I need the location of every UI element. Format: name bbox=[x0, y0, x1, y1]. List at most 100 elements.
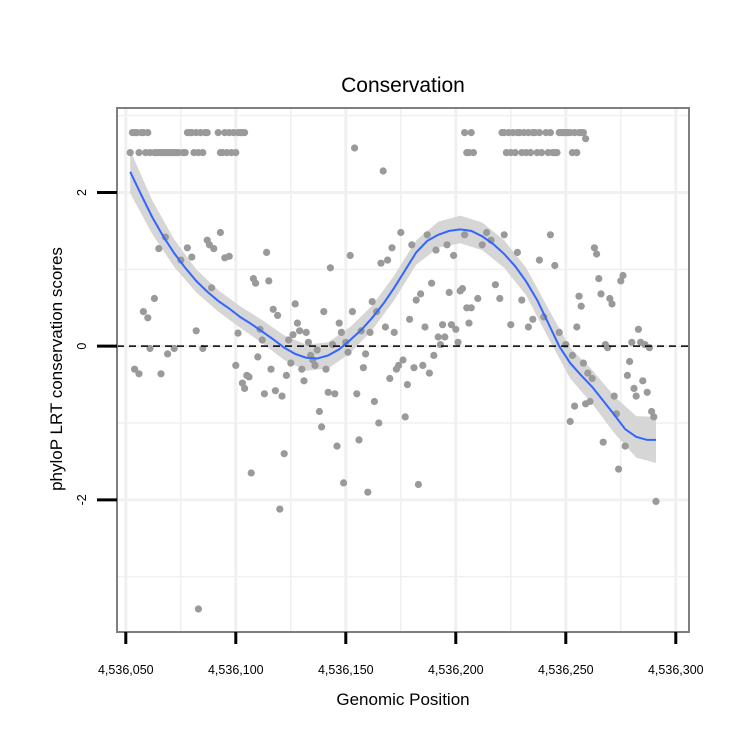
data-point bbox=[364, 488, 372, 496]
data-point bbox=[445, 288, 453, 296]
data-point bbox=[588, 374, 596, 383]
data-point bbox=[568, 351, 577, 359]
data-point bbox=[320, 308, 328, 316]
data-point bbox=[384, 256, 392, 264]
data-point bbox=[628, 338, 636, 346]
data-point bbox=[135, 149, 143, 157]
data-point bbox=[370, 397, 378, 406]
data-point bbox=[450, 251, 458, 260]
data-point bbox=[577, 302, 585, 310]
confidence-band-layer bbox=[130, 150, 656, 464]
data-point bbox=[164, 350, 172, 358]
x-tick-label: 4,536,150 bbox=[318, 663, 374, 677]
data-point bbox=[474, 294, 482, 303]
data-point bbox=[300, 377, 308, 385]
data-point bbox=[652, 497, 660, 505]
data-point bbox=[634, 325, 643, 333]
data-point bbox=[619, 271, 627, 280]
data-point bbox=[254, 353, 262, 361]
data-point bbox=[359, 364, 367, 372]
data-point bbox=[606, 294, 614, 303]
data-point bbox=[417, 290, 425, 298]
data-point bbox=[436, 341, 444, 349]
data-point bbox=[434, 333, 442, 341]
data-point bbox=[639, 377, 647, 385]
data-point bbox=[412, 296, 420, 304]
scatter-points-layer bbox=[126, 129, 660, 613]
data-point bbox=[395, 361, 403, 369]
data-point bbox=[610, 392, 618, 400]
data-point bbox=[324, 388, 332, 396]
data-point bbox=[241, 129, 249, 137]
data-point bbox=[621, 442, 629, 450]
data-point bbox=[571, 402, 579, 410]
data-point bbox=[214, 129, 222, 137]
data-point bbox=[535, 256, 544, 264]
data-point bbox=[199, 149, 207, 157]
data-point bbox=[344, 348, 352, 356]
data-point bbox=[414, 480, 422, 489]
data-point bbox=[289, 331, 297, 339]
data-point bbox=[188, 253, 196, 261]
data-point bbox=[280, 450, 288, 458]
data-point bbox=[313, 346, 321, 354]
data-point bbox=[439, 321, 447, 329]
data-point bbox=[322, 365, 330, 373]
data-point bbox=[282, 371, 290, 379]
data-point bbox=[210, 245, 218, 253]
data-point bbox=[225, 252, 233, 260]
data-point bbox=[311, 361, 319, 369]
data-point bbox=[353, 390, 361, 398]
data-point bbox=[441, 333, 449, 341]
data-point bbox=[593, 250, 601, 258]
data-point bbox=[483, 228, 491, 237]
data-point bbox=[315, 407, 323, 416]
data-point bbox=[331, 390, 339, 398]
data-point bbox=[555, 328, 563, 336]
grid-lines bbox=[117, 108, 689, 632]
data-point bbox=[518, 296, 526, 304]
plot-panel-border bbox=[116, 107, 690, 633]
data-point bbox=[648, 407, 656, 416]
data-point bbox=[599, 438, 607, 446]
data-point bbox=[157, 370, 165, 378]
data-point bbox=[617, 277, 625, 285]
data-point bbox=[529, 315, 537, 323]
data-point bbox=[208, 284, 216, 292]
data-point bbox=[267, 365, 275, 373]
data-point bbox=[335, 319, 343, 327]
data-point bbox=[573, 323, 581, 331]
data-point bbox=[304, 338, 312, 346]
smooth-trend-line bbox=[129, 171, 656, 441]
data-point bbox=[194, 605, 202, 613]
data-point bbox=[271, 387, 279, 395]
x-tick-label: 4,536,300 bbox=[648, 663, 704, 677]
data-point bbox=[645, 344, 654, 352]
data-point bbox=[379, 167, 387, 175]
data-point bbox=[496, 294, 504, 303]
data-point bbox=[465, 319, 473, 327]
data-point bbox=[575, 292, 583, 300]
chart-title: Conservation bbox=[341, 74, 465, 97]
data-point bbox=[432, 246, 440, 254]
data-point bbox=[203, 129, 211, 137]
data-point bbox=[337, 328, 345, 336]
data-point bbox=[247, 469, 255, 477]
data-point bbox=[232, 361, 240, 369]
data-point bbox=[507, 321, 515, 329]
data-point bbox=[298, 365, 306, 373]
data-point bbox=[366, 328, 374, 336]
data-point bbox=[511, 149, 519, 157]
data-point bbox=[131, 365, 139, 373]
data-point bbox=[423, 231, 431, 239]
data-point bbox=[346, 251, 354, 260]
data-point bbox=[375, 419, 383, 427]
x-tick-label: 4,536,050 bbox=[98, 663, 154, 677]
data-point bbox=[263, 248, 271, 256]
data-point bbox=[469, 149, 477, 157]
data-point bbox=[650, 413, 658, 421]
data-point bbox=[181, 149, 189, 157]
data-point bbox=[234, 329, 242, 337]
data-point bbox=[183, 244, 191, 252]
